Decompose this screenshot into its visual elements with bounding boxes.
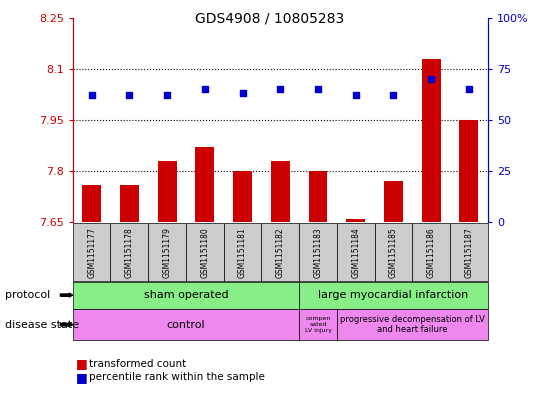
Bar [195, 147, 215, 222]
Text: transformed count: transformed count [89, 358, 186, 369]
Text: large myocardial infarction: large myocardial infarction [319, 290, 468, 300]
Text: GSM1151177: GSM1151177 [87, 227, 96, 278]
Point [465, 86, 473, 92]
Point [427, 76, 436, 82]
Text: control: control [167, 320, 205, 330]
Text: GSM1151182: GSM1151182 [276, 228, 285, 278]
Bar [157, 161, 177, 222]
Bar [308, 171, 328, 222]
Bar [384, 181, 403, 222]
Point [201, 86, 209, 92]
Text: ■: ■ [75, 357, 87, 370]
Bar [233, 171, 252, 222]
Text: GSM1151184: GSM1151184 [351, 227, 360, 278]
Text: percentile rank within the sample: percentile rank within the sample [89, 372, 265, 382]
Point [351, 92, 360, 99]
Text: GSM1151178: GSM1151178 [125, 227, 134, 278]
Text: GSM1151179: GSM1151179 [163, 227, 171, 278]
Point [389, 92, 398, 99]
Text: disease state: disease state [5, 320, 80, 330]
Text: sham operated: sham operated [143, 290, 229, 300]
Point [238, 90, 247, 96]
Bar [422, 59, 441, 222]
Text: GSM1151185: GSM1151185 [389, 227, 398, 278]
Point [163, 92, 171, 99]
Bar [347, 219, 365, 222]
Bar [271, 161, 290, 222]
Text: GSM1151186: GSM1151186 [427, 227, 436, 278]
Bar [120, 185, 139, 222]
Text: GSM1151183: GSM1151183 [314, 227, 322, 278]
Text: GDS4908 / 10805283: GDS4908 / 10805283 [195, 12, 344, 26]
Text: GSM1151187: GSM1151187 [465, 227, 473, 278]
Text: progressive decompensation of LV
and heart failure: progressive decompensation of LV and hea… [340, 315, 485, 334]
Text: GSM1151181: GSM1151181 [238, 228, 247, 278]
Point [125, 92, 134, 99]
Bar [82, 185, 101, 222]
Text: GSM1151180: GSM1151180 [201, 227, 209, 278]
Point [314, 86, 322, 92]
Point [87, 92, 96, 99]
Text: protocol: protocol [5, 290, 51, 300]
Point [276, 86, 285, 92]
Text: compen
sated
LV injury: compen sated LV injury [305, 316, 331, 333]
Bar [460, 120, 479, 222]
Text: ■: ■ [75, 371, 87, 384]
